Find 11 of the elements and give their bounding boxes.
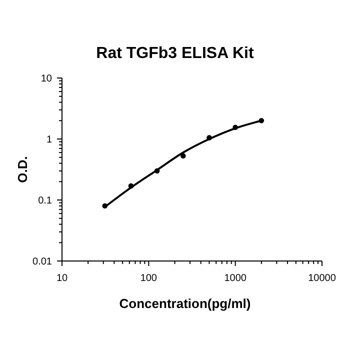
x-tick-label: 10000 — [308, 273, 336, 284]
x-tick-label: 1000 — [224, 273, 247, 284]
y-tick-label: 1 — [46, 134, 52, 146]
y-tick-label: 0.1 — [38, 196, 52, 206]
y-axis-title: O.D. — [15, 156, 30, 183]
x-tick-label: 10 — [56, 273, 68, 284]
y-tick-label: 10 — [40, 74, 52, 84]
x-axis-title: Concentration(pg/ml) — [119, 296, 251, 311]
chart-title: Rat TGFb3 ELISA Kit — [96, 45, 254, 62]
y-tick-label: 0.01 — [32, 256, 52, 268]
x-tick-label: 100 — [140, 273, 158, 284]
